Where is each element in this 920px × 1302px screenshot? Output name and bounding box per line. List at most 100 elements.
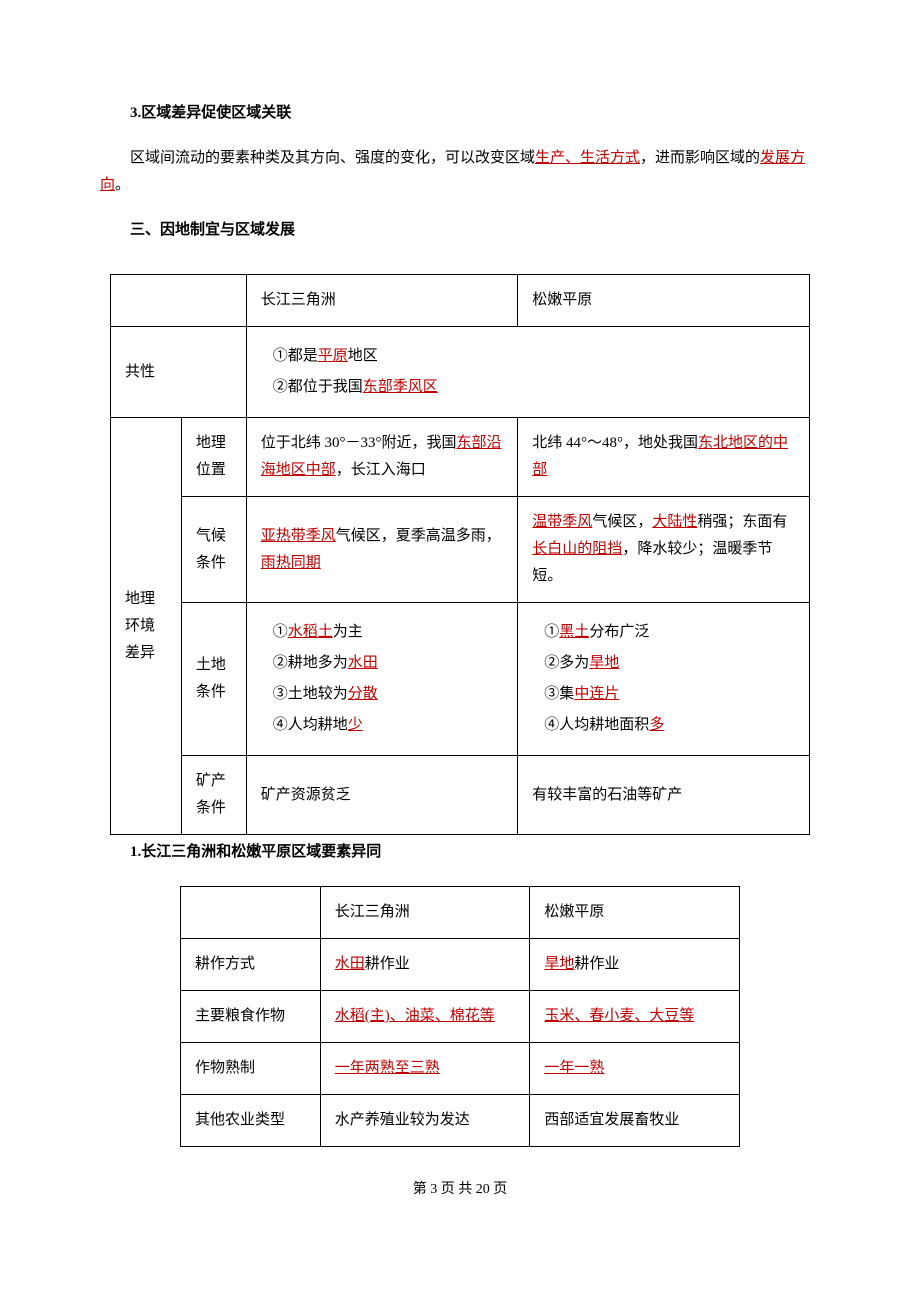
table-row: 共性 ①都是平原地区 ②都位于我国东部季风区 (111, 327, 810, 418)
text: ①都是 (273, 348, 318, 364)
text: ③土地较为 (273, 686, 348, 702)
table-sublabel-cell: 气候条件 (181, 497, 246, 603)
table-sublabel-cell: 地理位置 (181, 418, 246, 497)
table-header-cell: 长江三角洲 (246, 275, 518, 327)
text: 地区 (348, 348, 378, 364)
table-row: 其他农业类型 水产养殖业较为发达 西部适宜发展畜牧业 (181, 1095, 740, 1147)
table-label-cell: 其他农业类型 (181, 1095, 321, 1147)
text: ，长江入海口 (336, 462, 426, 478)
para-text: 。 (115, 177, 130, 193)
comparison-table-1: 长江三角洲 松嫩平原 共性 ①都是平原地区 ②都位于我国东部季风区 地理环境差异… (110, 274, 810, 835)
text: ① (544, 624, 559, 640)
section-b-heading: 三、因地制宜与区域发展 (100, 217, 820, 244)
text: 气候区， (592, 514, 652, 530)
table-cell: 北纬 44°～48°，地处我国东北地区的中部 (518, 418, 810, 497)
footer-text: 第 (413, 1182, 431, 1197)
list-item: ③集中连片 (544, 681, 795, 708)
highlight-term: 大陆性 (652, 514, 697, 530)
table-cell: 西部适宜发展畜牧业 (530, 1095, 740, 1147)
table-label-cell: 作物熟制 (181, 1043, 321, 1095)
footer-text: 页 (490, 1182, 508, 1197)
highlight-term: 水田 (348, 655, 378, 671)
list-item: ④人均耕地面积多 (544, 712, 795, 739)
highlight-term: 多 (649, 717, 664, 733)
table-cell-empty (111, 275, 247, 327)
page-footer: 第 3 页 共 20 页 (100, 1177, 820, 1202)
table-header-cell: 松嫩平原 (530, 887, 740, 939)
list-item: ①都是平原地区 (273, 343, 795, 370)
text: ②耕地多为 (273, 655, 348, 671)
list-item: ②多为旱地 (544, 650, 795, 677)
table-cell: 有较丰富的石油等矿产 (518, 756, 810, 835)
text: 分布广泛 (589, 624, 649, 640)
text: 为主 (333, 624, 363, 640)
table-row: 气候条件 亚热带季风气候区，夏季高温多雨，雨热同期 温带季风气候区，大陆性稍强；… (111, 497, 810, 603)
highlight-term: 一年一熟 (544, 1060, 604, 1076)
list-item: ②耕地多为水田 (273, 650, 504, 677)
list-item: ③土地较为分散 (273, 681, 504, 708)
text: 耕作业 (365, 956, 410, 972)
table-row: 地理环境差异 地理位置 位于北纬 30°－33°附近，我国东部沿海地区中部，长江… (111, 418, 810, 497)
table-sublabel-cell: 矿产条件 (181, 756, 246, 835)
table-cell: 一年一熟 (530, 1043, 740, 1095)
table-label-cell: 耕作方式 (181, 939, 321, 991)
table-row: 作物熟制 一年两熟至三熟 一年一熟 (181, 1043, 740, 1095)
highlight-term: 中连片 (574, 686, 619, 702)
highlight-term: 旱地 (544, 956, 574, 972)
section-3-heading: 3.区域差异促使区域关联 (100, 100, 820, 127)
comparison-table-2: 长江三角洲 松嫩平原 耕作方式 水田耕作业 旱地耕作业 主要粮食作物 水稻(主)… (180, 886, 740, 1147)
table-cell-empty (181, 887, 321, 939)
text: 北纬 44°～48°，地处我国 (532, 435, 698, 451)
highlight-term: 一年两熟至三熟 (335, 1060, 440, 1076)
text: ③集 (544, 686, 574, 702)
highlight-term: 少 (348, 717, 363, 733)
table-1-caption: 1.长江三角洲和松嫩平原区域要素异同 (100, 839, 820, 866)
table-label-cell: 主要粮食作物 (181, 991, 321, 1043)
table-cell: ①黑土分布广泛 ②多为旱地 ③集中连片 ④人均耕地面积多 (518, 603, 810, 756)
highlight-term: 分散 (348, 686, 378, 702)
text: 稍强；东面有 (697, 514, 787, 530)
table-cell: 水产养殖业较为发达 (320, 1095, 530, 1147)
table-cell: 旱地耕作业 (530, 939, 740, 991)
table-cell: ①都是平原地区 ②都位于我国东部季风区 (246, 327, 809, 418)
table-row: 主要粮食作物 水稻(主)、油菜、棉花等 玉米、春小麦、大豆等 (181, 991, 740, 1043)
table-cell: 一年两熟至三熟 (320, 1043, 530, 1095)
table-cell: 位于北纬 30°－33°附近，我国东部沿海地区中部，长江入海口 (246, 418, 518, 497)
text: 位于北纬 30°－33°附近，我国 (261, 435, 457, 451)
highlight-term: 东部季风区 (363, 379, 438, 395)
highlight-term: 水田 (335, 956, 365, 972)
table-row: 矿产条件 矿产资源贫乏 有较丰富的石油等矿产 (111, 756, 810, 835)
highlight-term: 水稻(主)、油菜、棉花等 (335, 1008, 495, 1024)
highlight-term: 亚热带季风 (261, 528, 336, 544)
total-pages: 20 (476, 1182, 490, 1197)
table-cell: 矿产资源贫乏 (246, 756, 518, 835)
highlight-term: 平原 (318, 348, 348, 364)
list-item: ①黑土分布广泛 (544, 619, 795, 646)
table-label-cell: 共性 (111, 327, 247, 418)
para-text: ，进而影响区域的 (640, 150, 760, 166)
table-cell: 水稻(主)、油菜、棉花等 (320, 991, 530, 1043)
table-cell: ①水稻土为主 ②耕地多为水田 ③土地较为分散 ④人均耕地少 (246, 603, 518, 756)
highlight-term: 生产、生活方式 (535, 150, 640, 166)
text: ④人均耕地面积 (544, 717, 649, 733)
table-cell: 亚热带季风气候区，夏季高温多雨，雨热同期 (246, 497, 518, 603)
table-cell: 水田耕作业 (320, 939, 530, 991)
text: ②都位于我国 (273, 379, 363, 395)
table-row: 长江三角洲 松嫩平原 (111, 275, 810, 327)
table-label-cell: 地理环境差异 (111, 418, 182, 835)
highlight-term: 旱地 (589, 655, 619, 671)
text: ① (273, 624, 288, 640)
highlight-term: 长白山的阻挡 (532, 541, 622, 557)
highlight-term: 雨热同期 (261, 555, 321, 571)
text: ④人均耕地 (273, 717, 348, 733)
table-sublabel-cell: 土地条件 (181, 603, 246, 756)
highlight-term: 黑土 (559, 624, 589, 640)
table-cell: 玉米、春小麦、大豆等 (530, 991, 740, 1043)
table-row: 长江三角洲 松嫩平原 (181, 887, 740, 939)
footer-text: 页 共 (437, 1182, 476, 1197)
highlight-term: 水稻土 (288, 624, 333, 640)
highlight-term: 玉米、春小麦、大豆等 (544, 1008, 694, 1024)
list-item: ①水稻土为主 (273, 619, 504, 646)
table-row: 耕作方式 水田耕作业 旱地耕作业 (181, 939, 740, 991)
text: 耕作业 (574, 956, 619, 972)
